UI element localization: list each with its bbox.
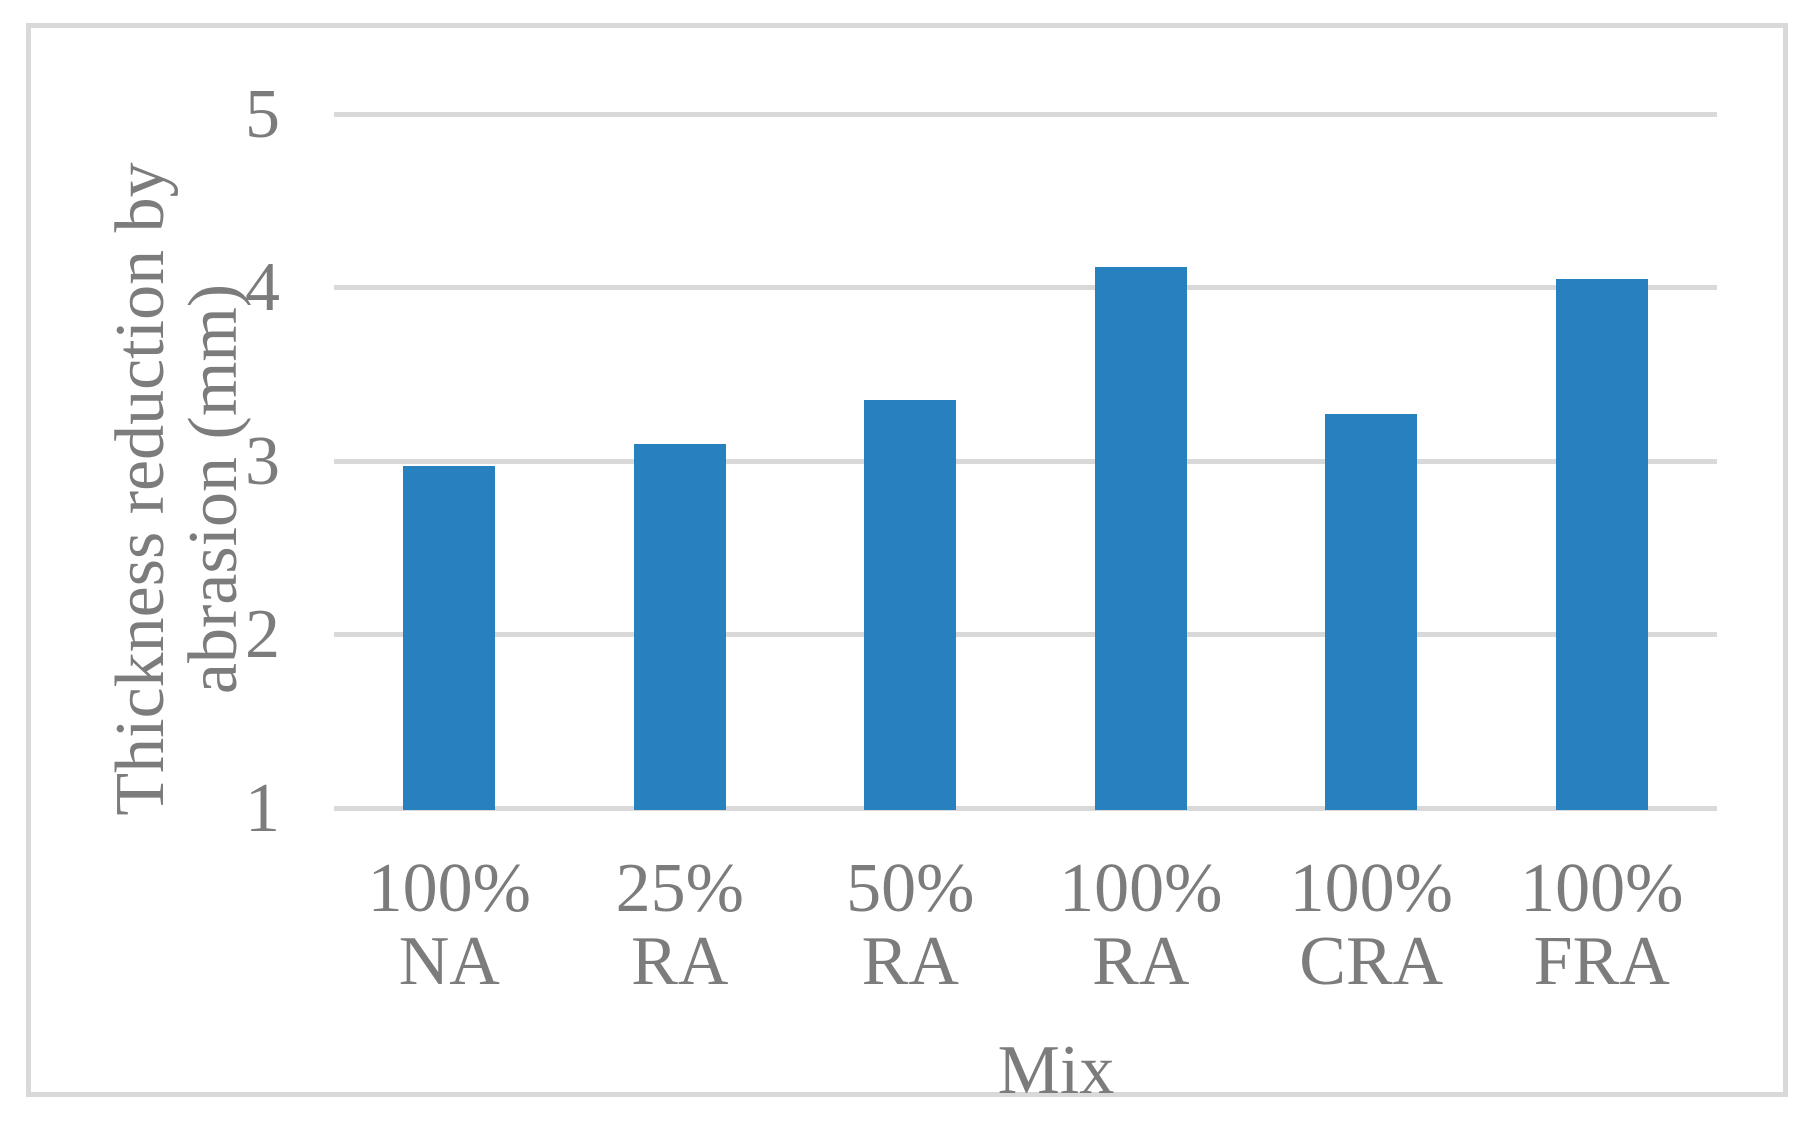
y-axis-title-line-2: abrasion (mm) [175, 283, 252, 695]
bar-100-na [403, 466, 496, 811]
y-axis-title-line-1: Thickness reduction by [102, 162, 179, 816]
bar-100-ra [1094, 266, 1187, 811]
gridline-y-3 [334, 458, 1717, 464]
x-tick-label-100-cra: 100% CRA [1289, 849, 1453, 1000]
y-tick-label-3: 3 [245, 422, 280, 500]
y-tick-label-4: 4 [245, 249, 280, 326]
bar-50-ra [864, 400, 957, 811]
bar-25-ra [633, 443, 726, 811]
gridline-y-2 [334, 632, 1717, 637]
chart-frame: 1 2 3 4 5 100% NA 25% RA 50% RA 100% RA 100% CRA 1… [26, 23, 1788, 1107]
y-tick-label-2: 2 [245, 596, 280, 673]
x-tick-label-100-na: 100% NA [367, 849, 531, 1000]
bar-100-cra [1325, 414, 1418, 811]
x-axis-title: Mix [997, 1032, 1115, 1109]
x-tick-label-100-ra: 100% RA [1059, 849, 1223, 1000]
x-tick-label-25-ra: 25% RA [615, 849, 744, 1000]
y-tick-label-1: 1 [245, 769, 280, 847]
y-tick-label-5: 5 [245, 75, 280, 153]
y-axis-title: Thickness reduction by abrasion (mm) [102, 109, 252, 869]
gridline-y-1 [334, 805, 1717, 811]
x-tick-label-50-ra: 50% RA [846, 849, 975, 1000]
gridline-y-5 [334, 111, 1717, 117]
bar-100-fra [1555, 278, 1648, 811]
gridline-y-4 [334, 285, 1717, 290]
x-tick-label-100-fra: 100% FRA [1520, 849, 1684, 1000]
